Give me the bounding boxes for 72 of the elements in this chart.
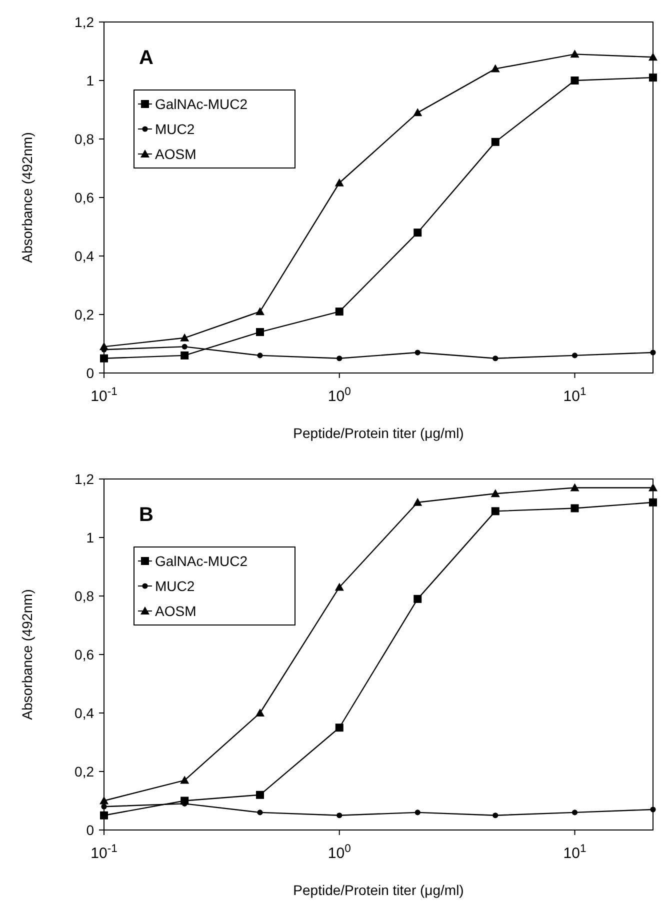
y-tick-label: 0,4 [74, 704, 94, 721]
point [255, 708, 264, 716]
point [649, 74, 657, 82]
point [336, 356, 342, 362]
y-tick-label: 0 [86, 822, 94, 838]
point [572, 810, 578, 816]
point [490, 489, 500, 498]
x-tick-label: 10$^{1}$ [563, 386, 586, 405]
y-tick-label: 0,6 [74, 189, 94, 206]
x-tick-label: 10$^{0}$ [328, 386, 351, 405]
point [648, 483, 658, 492]
point [414, 594, 422, 603]
y-tick-label: 0,8 [74, 130, 94, 147]
point [414, 810, 420, 816]
text: B [139, 504, 154, 526]
point [491, 138, 500, 146]
point [101, 804, 107, 810]
point [334, 178, 344, 186]
legend-label: AOSM [155, 602, 196, 619]
y-axis-title: Absorbance (492nm) [19, 132, 35, 263]
point [100, 811, 108, 820]
legend-label: AOSM [155, 146, 196, 162]
point [572, 352, 578, 358]
point [650, 350, 656, 356]
point [256, 328, 264, 336]
point [257, 810, 263, 816]
y-tick-label: 1 [86, 72, 94, 88]
point [649, 498, 657, 506]
x-tick-label: 10$^{-1}$ [90, 386, 118, 405]
y-tick-label: 0,2 [74, 306, 94, 322]
point [648, 52, 658, 61]
y-tick-label: 1,2 [74, 470, 94, 487]
point [335, 724, 344, 732]
x-axis-title: Peptide/Protein titer (μg/ml) [293, 425, 464, 441]
point [255, 307, 264, 316]
y-tick-label: 1 [86, 529, 94, 546]
point [570, 76, 579, 84]
point [413, 498, 422, 506]
legend-label: GalNAc-MUC2 [155, 96, 248, 112]
point [650, 806, 656, 812]
point [334, 582, 344, 591]
y-tick-label: 0,2 [74, 763, 94, 780]
x-axis-title: Peptide/Protein titer (μg/ml) [293, 882, 464, 898]
point [413, 108, 422, 116]
point [256, 790, 264, 799]
point [492, 812, 498, 818]
point [414, 350, 420, 356]
point [490, 64, 500, 72]
x-tick-label: 10$^{1}$ [563, 843, 586, 862]
point [257, 352, 263, 358]
y-tick-label: 0,6 [74, 646, 94, 662]
y-axis-title: Absorbance (492nm) [19, 589, 35, 720]
point [100, 796, 108, 804]
text: A [139, 47, 154, 69]
point [335, 308, 344, 316]
legend-label: MUC2 [155, 120, 195, 137]
point [491, 507, 500, 516]
legend-label: GalNAc-MUC2 [155, 552, 248, 569]
y-tick-label: 0,8 [74, 588, 94, 604]
x-tick-label: 10$^{-1}$ [90, 843, 118, 862]
y-tick-label: 0,4 [74, 248, 94, 264]
point [570, 483, 580, 492]
point [570, 504, 579, 512]
point [100, 354, 108, 362]
y-tick-label: 1,2 [74, 14, 94, 30]
legend-label: MUC2 [155, 578, 195, 594]
point [570, 50, 580, 58]
point [336, 812, 342, 818]
y-tick-label: 0 [86, 364, 94, 381]
x-tick-label: 10$^{0}$ [328, 843, 351, 862]
point [492, 356, 498, 362]
point [414, 228, 422, 237]
